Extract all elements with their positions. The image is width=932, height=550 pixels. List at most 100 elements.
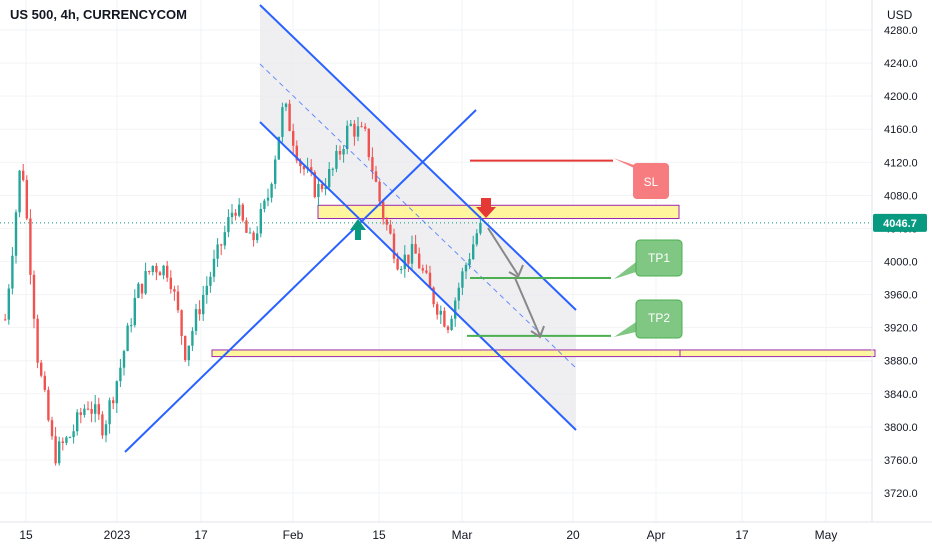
candle-up[interactable] (72, 424, 75, 444)
candle-down[interactable] (4, 313, 7, 321)
candle-up[interactable] (108, 397, 111, 434)
candle-down[interactable] (338, 145, 342, 161)
candle-down[interactable] (364, 123, 367, 132)
candle-up[interactable] (281, 102, 284, 143)
candle-up[interactable] (468, 252, 471, 270)
candle-up[interactable] (162, 264, 165, 280)
candle-down[interactable] (353, 120, 356, 146)
candle-up[interactable] (457, 282, 460, 310)
candle-down[interactable] (418, 247, 421, 269)
candle-down[interactable] (43, 371, 46, 393)
candle-up[interactable] (18, 169, 21, 218)
candle-up[interactable] (202, 285, 205, 321)
candle-down[interactable] (292, 123, 295, 155)
candle-up[interactable] (461, 267, 464, 296)
candle-up[interactable] (119, 359, 122, 388)
candle-up[interactable] (346, 120, 349, 155)
projection-arrow-1[interactable] (487, 227, 519, 276)
candle-down[interactable] (392, 228, 396, 264)
candle-up[interactable] (248, 227, 252, 234)
candle-down[interactable] (180, 309, 183, 345)
candle-up[interactable] (137, 282, 140, 299)
candle-down[interactable] (173, 285, 176, 301)
candle-up[interactable] (104, 420, 108, 443)
candle-down[interactable] (22, 164, 25, 182)
candle-down[interactable] (436, 301, 439, 320)
candle-up[interactable] (126, 322, 129, 352)
candle-down[interactable] (25, 175, 28, 221)
candle-up[interactable] (133, 289, 136, 328)
symbol-title[interactable]: US 500, 4h, CURRENCYCOM (10, 7, 187, 22)
candle-down[interactable] (407, 254, 410, 272)
tp2-tag[interactable] (635, 299, 683, 339)
candle-down[interactable] (446, 325, 450, 334)
candle-down[interactable] (155, 262, 158, 281)
sell-arrow-icon[interactable] (476, 198, 496, 218)
candle-down[interactable] (112, 396, 115, 410)
candle-down[interactable] (234, 209, 237, 221)
candle-down[interactable] (443, 307, 446, 328)
candle-down[interactable] (29, 209, 32, 285)
candle-up[interactable] (68, 436, 72, 439)
candle-down[interactable] (79, 407, 82, 424)
candle-up[interactable] (335, 144, 338, 173)
candle-down[interactable] (421, 264, 424, 274)
candle-down[interactable] (220, 243, 223, 256)
support-zone[interactable] (211, 349, 681, 358)
candle-up[interactable] (274, 155, 277, 189)
candle-up[interactable] (194, 303, 198, 336)
candle-down[interactable] (374, 165, 378, 183)
candle-down[interactable] (378, 180, 381, 207)
candle-down[interactable] (371, 147, 374, 180)
tp1-tag[interactable] (635, 239, 683, 277)
candle-up[interactable] (230, 203, 234, 225)
candle-up[interactable] (151, 265, 154, 276)
candle-down[interactable] (54, 427, 57, 466)
candle-down[interactable] (241, 202, 244, 223)
candle-up[interactable] (76, 409, 79, 436)
candle-down[interactable] (245, 217, 248, 233)
candle-down[interactable] (184, 335, 187, 363)
channel-upper-line[interactable] (259, 4, 577, 311)
candle-down[interactable] (360, 121, 363, 128)
candle-up[interactable] (263, 198, 266, 213)
candle-down[interactable] (97, 397, 100, 420)
resistance-zone[interactable] (317, 204, 680, 220)
sl-tag[interactable] (633, 163, 669, 199)
projection-arrow-2[interactable] (514, 277, 541, 337)
candle-down[interactable] (47, 386, 50, 422)
candle-down[interactable] (50, 416, 54, 440)
candle-up[interactable] (144, 262, 147, 295)
candle-up[interactable] (400, 265, 403, 274)
candle-down[interactable] (425, 264, 428, 275)
candle-up[interactable] (450, 315, 453, 331)
candle-down[interactable] (101, 411, 104, 439)
candle-up[interactable] (259, 203, 262, 238)
candle-down[interactable] (428, 265, 432, 288)
candle-down[interactable] (166, 260, 169, 282)
candle-up[interactable] (349, 120, 352, 127)
candle-up[interactable] (130, 318, 133, 333)
candle-up[interactable] (205, 276, 208, 304)
candle-up[interactable] (7, 284, 10, 325)
candle-down[interactable] (140, 283, 144, 299)
candle-up[interactable] (115, 380, 118, 414)
candle-up[interactable] (187, 345, 190, 367)
current-price-tag[interactable] (873, 213, 927, 232)
candle-up[interactable] (11, 247, 14, 295)
candle-down[interactable] (158, 270, 162, 276)
candle-down[interactable] (382, 199, 385, 225)
candle-up[interactable] (256, 226, 259, 244)
candle-down[interactable] (389, 219, 392, 235)
candle-up[interactable] (284, 102, 288, 112)
buy-arrow-icon[interactable] (350, 219, 366, 240)
channel-midline[interactable] (259, 63, 577, 369)
support-zone-extension[interactable] (679, 349, 876, 358)
candle-down[interactable] (414, 234, 417, 254)
candle-up[interactable] (331, 167, 334, 177)
candle-down[interactable] (295, 140, 298, 164)
candle-up[interactable] (216, 238, 219, 267)
candle-up[interactable] (191, 327, 194, 352)
candle-up[interactable] (266, 188, 270, 207)
